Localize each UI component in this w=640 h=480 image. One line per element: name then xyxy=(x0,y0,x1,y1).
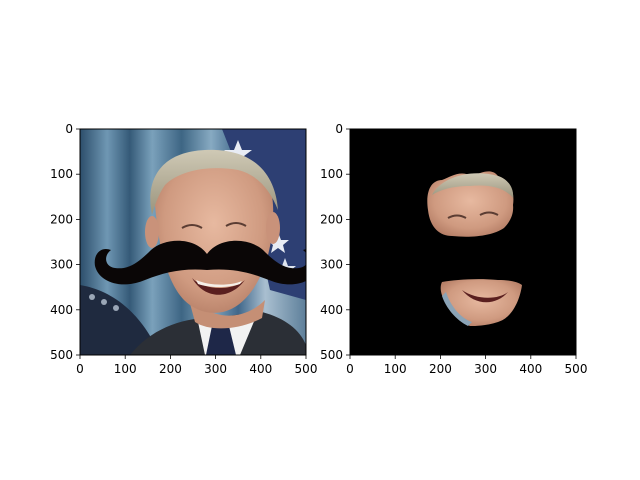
left-xtick-label-3: 300 xyxy=(204,362,227,376)
right-ytick-label-2: 200 xyxy=(320,212,343,226)
left-ytick-label-0: 0 xyxy=(65,122,73,136)
left-ytick-label-3: 300 xyxy=(50,258,73,272)
right-xtick-label-5: 500 xyxy=(565,362,588,376)
right-xtick-label-2: 200 xyxy=(429,362,452,376)
mustache-overlay xyxy=(94,240,306,285)
left-ytick-label-4: 400 xyxy=(50,303,73,317)
right-xtick-label-3: 300 xyxy=(474,362,497,376)
right-ytick-label-3: 300 xyxy=(320,258,343,272)
right-axes-frame xyxy=(349,128,577,356)
right-ytick-label-5: 500 xyxy=(320,348,343,362)
left-xtick-label-2: 200 xyxy=(159,362,182,376)
left-ytick-label-5: 500 xyxy=(50,348,73,362)
right-ytick-label-1: 100 xyxy=(320,167,343,181)
left-xtick-label-1: 100 xyxy=(114,362,137,376)
right-image xyxy=(350,129,576,355)
left-xtick-label-4: 400 xyxy=(249,362,272,376)
right-xtick-label-4: 400 xyxy=(519,362,542,376)
right-ytick-label-0: 0 xyxy=(335,122,343,136)
right-ytick-label-4: 400 xyxy=(320,303,343,317)
left-axes-frame xyxy=(79,128,307,356)
left-image xyxy=(80,129,306,355)
right-xtick-label-0: 0 xyxy=(346,362,354,376)
left-ytick-label-2: 200 xyxy=(50,212,73,226)
left-xtick-label-0: 0 xyxy=(76,362,84,376)
right-xtick-label-1: 100 xyxy=(384,362,407,376)
left-ytick-label-1: 100 xyxy=(50,167,73,181)
left-xtick-label-5: 500 xyxy=(295,362,318,376)
